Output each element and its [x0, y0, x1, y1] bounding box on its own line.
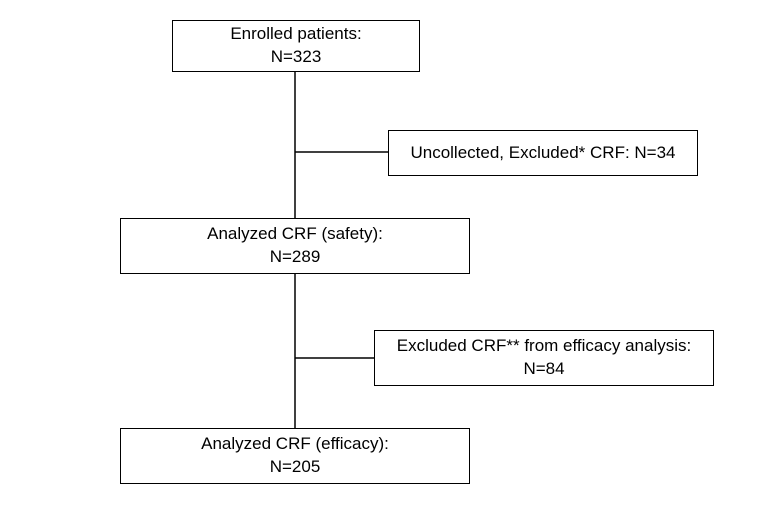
- node-efficacy-line2: N=205: [270, 456, 321, 479]
- node-enrolled-line1: Enrolled patients:: [230, 23, 361, 46]
- node-excluded2-line1: Excluded CRF** from efficacy analysis:: [397, 335, 691, 358]
- node-enrolled-patients: Enrolled patients: N=323: [172, 20, 420, 72]
- node-efficacy-line1: Analyzed CRF (efficacy):: [201, 433, 389, 456]
- node-excluded1-line1: Uncollected, Excluded* CRF: N=34: [410, 142, 675, 165]
- node-safety-line1: Analyzed CRF (safety):: [207, 223, 383, 246]
- node-enrolled-line2: N=323: [271, 46, 322, 69]
- node-excluded-crf: Uncollected, Excluded* CRF: N=34: [388, 130, 698, 176]
- node-excluded-efficacy: Excluded CRF** from efficacy analysis: N…: [374, 330, 714, 386]
- node-safety-line2: N=289: [270, 246, 321, 269]
- node-excluded2-line2: N=84: [523, 358, 564, 381]
- node-analyzed-safety: Analyzed CRF (safety): N=289: [120, 218, 470, 274]
- node-analyzed-efficacy: Analyzed CRF (efficacy): N=205: [120, 428, 470, 484]
